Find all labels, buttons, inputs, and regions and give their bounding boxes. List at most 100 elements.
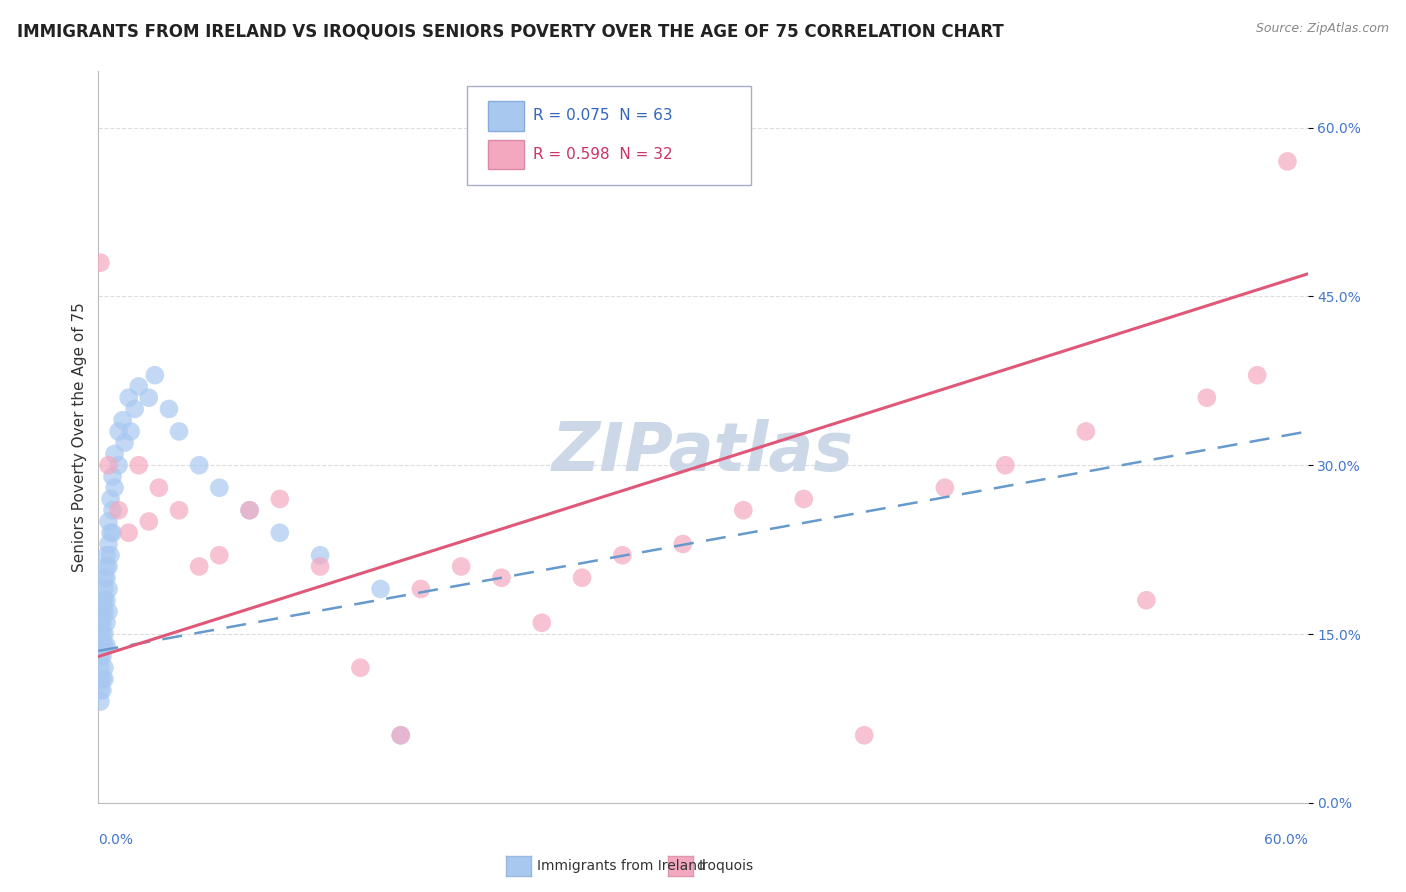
- Point: [571, 571, 593, 585]
- Point: [269, 525, 291, 540]
- Point: [89, 255, 111, 269]
- Point: [89, 672, 111, 686]
- Point: [91, 605, 114, 619]
- Point: [93, 638, 115, 652]
- Point: [208, 548, 231, 562]
- Point: [103, 447, 125, 461]
- Text: IMMIGRANTS FROM IRELAND VS IROQUOIS SENIORS POVERTY OVER THE AGE OF 75 CORRELATI: IMMIGRANTS FROM IRELAND VS IROQUOIS SENI…: [17, 22, 1004, 40]
- Point: [853, 728, 876, 742]
- Point: [1195, 391, 1218, 405]
- Point: [239, 503, 262, 517]
- FancyBboxPatch shape: [488, 140, 524, 169]
- FancyBboxPatch shape: [488, 102, 524, 130]
- Point: [309, 559, 332, 574]
- Text: Immigrants from Ireland: Immigrants from Ireland: [537, 859, 706, 873]
- Point: [103, 481, 125, 495]
- Point: [91, 615, 114, 630]
- Point: [107, 503, 129, 517]
- Point: [101, 525, 124, 540]
- Point: [89, 683, 111, 698]
- Point: [114, 435, 136, 450]
- Text: 60.0%: 60.0%: [1264, 833, 1308, 847]
- Point: [269, 491, 291, 506]
- Point: [124, 401, 146, 416]
- Point: [128, 379, 150, 393]
- Point: [91, 649, 114, 664]
- Point: [612, 548, 634, 562]
- Point: [91, 638, 114, 652]
- Point: [370, 582, 392, 596]
- Point: [118, 525, 141, 540]
- Point: [93, 571, 115, 585]
- Point: [120, 425, 142, 439]
- Point: [96, 615, 118, 630]
- Point: [188, 458, 211, 473]
- Point: [107, 425, 129, 439]
- Point: [128, 458, 150, 473]
- Point: [97, 515, 120, 529]
- Point: [96, 638, 118, 652]
- Text: R = 0.598  N = 32: R = 0.598 N = 32: [533, 147, 672, 162]
- Point: [1074, 425, 1097, 439]
- Point: [91, 672, 114, 686]
- Point: [91, 593, 114, 607]
- Point: [89, 615, 111, 630]
- Point: [208, 481, 231, 495]
- Point: [111, 413, 134, 427]
- Point: [93, 593, 115, 607]
- Point: [97, 559, 120, 574]
- Point: [91, 683, 114, 698]
- Point: [96, 559, 118, 574]
- Point: [97, 582, 120, 596]
- Text: ZIPatlas: ZIPatlas: [553, 418, 853, 484]
- Point: [389, 728, 412, 742]
- Point: [672, 537, 695, 551]
- Point: [97, 458, 120, 473]
- Point: [157, 401, 180, 416]
- Point: [101, 469, 124, 483]
- Point: [93, 627, 115, 641]
- Y-axis label: Seniors Poverty Over the Age of 75: Seniors Poverty Over the Age of 75: [72, 302, 87, 572]
- Point: [167, 425, 190, 439]
- Point: [143, 368, 166, 383]
- Point: [89, 661, 111, 675]
- Text: R = 0.075  N = 63: R = 0.075 N = 63: [533, 109, 672, 123]
- Point: [148, 481, 170, 495]
- Text: 0.0%: 0.0%: [98, 833, 134, 847]
- Point: [309, 548, 332, 562]
- Point: [409, 582, 432, 596]
- Text: Source: ZipAtlas.com: Source: ZipAtlas.com: [1256, 22, 1389, 36]
- Point: [100, 525, 122, 540]
- Point: [96, 571, 118, 585]
- Point: [96, 593, 118, 607]
- Point: [118, 391, 141, 405]
- Point: [91, 627, 114, 641]
- Text: Iroquois: Iroquois: [699, 859, 754, 873]
- Point: [793, 491, 815, 506]
- Point: [100, 491, 122, 506]
- Point: [491, 571, 513, 585]
- Point: [89, 627, 111, 641]
- Point: [93, 605, 115, 619]
- Point: [93, 661, 115, 675]
- Point: [100, 548, 122, 562]
- Point: [96, 548, 118, 562]
- Point: [89, 694, 111, 708]
- Point: [530, 615, 553, 630]
- Point: [138, 515, 160, 529]
- Point: [1135, 593, 1157, 607]
- Point: [733, 503, 755, 517]
- Point: [349, 661, 371, 675]
- Point: [93, 582, 115, 596]
- Point: [450, 559, 472, 574]
- Point: [994, 458, 1017, 473]
- Point: [89, 605, 111, 619]
- Point: [107, 458, 129, 473]
- Point: [97, 537, 120, 551]
- Point: [101, 503, 124, 517]
- Point: [89, 638, 111, 652]
- Point: [93, 672, 115, 686]
- Point: [239, 503, 262, 517]
- Point: [1246, 368, 1268, 383]
- Point: [138, 391, 160, 405]
